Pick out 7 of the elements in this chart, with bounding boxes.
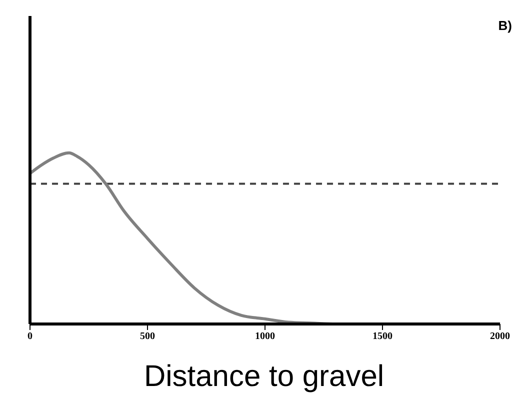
x-tick-label: 1500: [372, 331, 392, 342]
x-tick-label: 0: [28, 331, 32, 342]
x-axis-title: Distance to gravel: [142, 360, 386, 394]
x-tick-label: 1000: [255, 331, 275, 342]
text: B): [498, 18, 512, 33]
x-tick-label: 2000: [490, 331, 510, 342]
x-tick-label: 500: [140, 331, 155, 342]
